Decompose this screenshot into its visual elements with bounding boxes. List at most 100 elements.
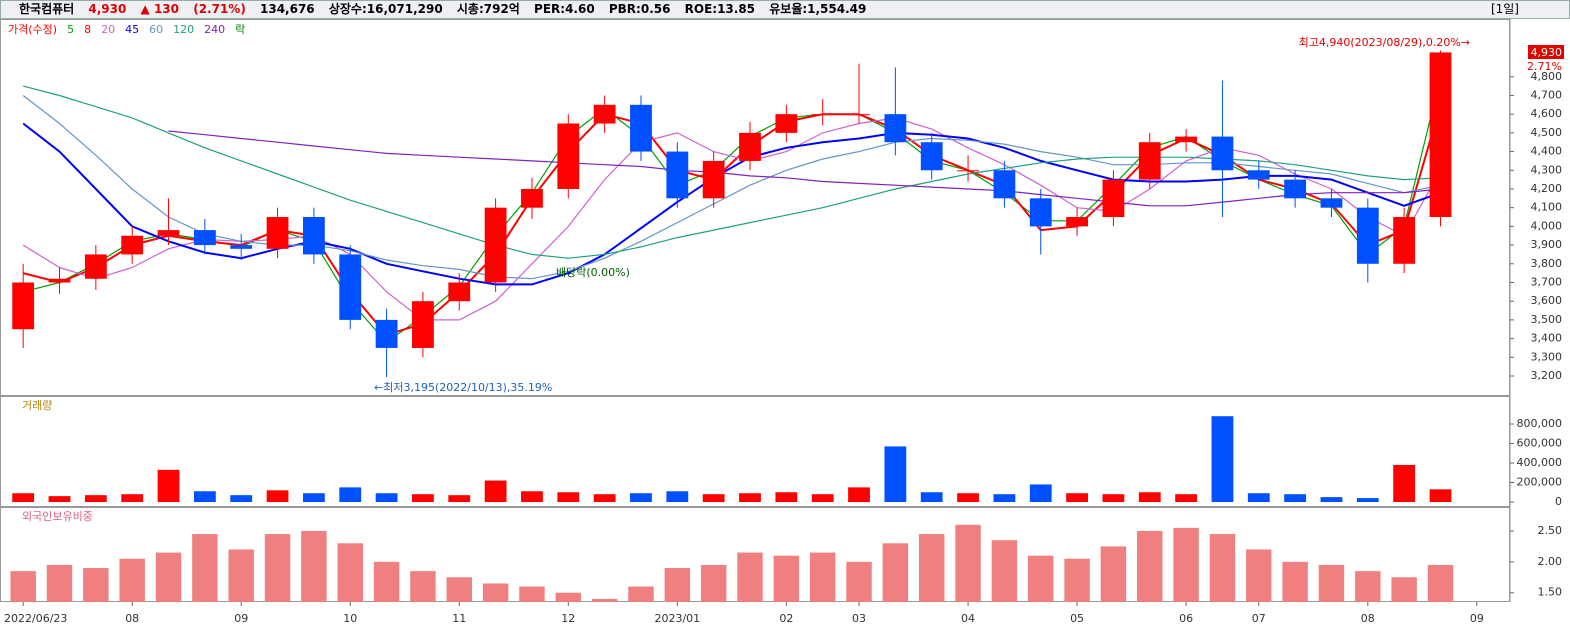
y-tick-label: 4,700 bbox=[1531, 88, 1563, 101]
volume-bar bbox=[1211, 416, 1234, 502]
foreign-bar bbox=[10, 571, 36, 602]
price: 4,930 bbox=[88, 2, 127, 16]
candle-body bbox=[1175, 136, 1197, 143]
foreign-bar bbox=[737, 552, 763, 602]
volume-bar bbox=[957, 493, 979, 502]
foreign-bar bbox=[446, 577, 472, 602]
stock-name: 한국컴퓨터 bbox=[19, 2, 75, 16]
volume-bar bbox=[811, 494, 834, 502]
volume-bar bbox=[1029, 484, 1052, 502]
x-tick-label: 10 bbox=[343, 612, 357, 625]
candle-body bbox=[375, 319, 398, 348]
volume-bar bbox=[1393, 464, 1416, 502]
candle-body bbox=[666, 151, 689, 199]
foreign-bar bbox=[664, 568, 691, 602]
foreign-bar bbox=[1355, 571, 1381, 602]
legend-entry: 8 bbox=[84, 23, 91, 36]
y-tick-label: 3,900 bbox=[1531, 238, 1563, 251]
volume-bar bbox=[157, 469, 180, 502]
foreign-bar bbox=[83, 568, 109, 602]
x-tick-label: 09 bbox=[234, 612, 248, 625]
stat: PBR:0.56 bbox=[608, 2, 671, 16]
foreign-bar bbox=[1391, 577, 1417, 602]
volume-bar bbox=[339, 487, 362, 502]
foreign-bar bbox=[301, 530, 327, 602]
foreign-bar bbox=[1137, 530, 1163, 602]
candle-body bbox=[48, 278, 71, 283]
volume-bar bbox=[1138, 492, 1161, 502]
volume-bar bbox=[1356, 498, 1379, 502]
candle-body bbox=[448, 282, 471, 302]
legend-entry: 락 bbox=[235, 23, 245, 36]
foreign-bar bbox=[1209, 534, 1236, 602]
candle-body bbox=[1393, 217, 1416, 264]
foreign-bar bbox=[119, 558, 145, 602]
volume-bar bbox=[375, 493, 398, 502]
legend-entry: 20 bbox=[101, 23, 115, 36]
volume-bar bbox=[993, 494, 1016, 502]
annotation: ←최저3,195(2022/10/13),35.19% bbox=[374, 381, 552, 394]
last-price-box bbox=[1528, 45, 1564, 59]
stat: 유보율:1,554.49 bbox=[769, 2, 867, 16]
candle-body bbox=[303, 217, 325, 255]
y-tick-label: 4,100 bbox=[1531, 201, 1563, 214]
x-tick-label: 2023/01 bbox=[654, 612, 700, 625]
candle-body bbox=[1284, 179, 1307, 199]
foreign-bar bbox=[519, 586, 545, 602]
x-tick-label: 11 bbox=[452, 612, 466, 625]
x-tick-label: 05 bbox=[1070, 612, 1084, 625]
y-tick-label: 4,400 bbox=[1531, 145, 1563, 158]
candle-body bbox=[1356, 207, 1379, 264]
candle-body bbox=[739, 132, 761, 161]
candle-body bbox=[1102, 179, 1125, 218]
foreign-bar bbox=[555, 592, 582, 602]
candle-body bbox=[1247, 170, 1270, 180]
foreign-bar bbox=[482, 583, 509, 602]
foreign-bar bbox=[264, 534, 291, 602]
candle-body bbox=[1138, 142, 1161, 180]
candle-body bbox=[266, 217, 289, 249]
foreign-bar bbox=[1246, 549, 1272, 602]
foreign-bar bbox=[228, 549, 254, 602]
volume: 134,676 bbox=[260, 2, 315, 16]
ma-line bbox=[22, 122, 1441, 286]
volume-bar bbox=[230, 495, 253, 502]
foreign-bar bbox=[955, 524, 981, 602]
y-tick-label: 3,300 bbox=[1531, 350, 1563, 363]
candle-body bbox=[593, 104, 616, 124]
y-tick-label: 4,200 bbox=[1531, 182, 1563, 195]
legend-entry: 60 bbox=[149, 23, 163, 36]
foreign-bar bbox=[337, 543, 363, 602]
candle-body bbox=[339, 254, 362, 320]
ma-line bbox=[22, 117, 1442, 321]
foreign-bar bbox=[1318, 564, 1345, 602]
candle-body bbox=[412, 301, 434, 348]
candle-body bbox=[957, 170, 979, 172]
stat: PER:4.60 bbox=[534, 2, 595, 16]
volume-bar bbox=[884, 446, 907, 502]
foreign-bar bbox=[846, 561, 872, 602]
volume-bar bbox=[1175, 494, 1197, 502]
candle-body bbox=[1029, 198, 1052, 227]
ma-line bbox=[22, 104, 1442, 337]
stat: 시총:792억 bbox=[456, 2, 520, 16]
y-tick-label: 4,600 bbox=[1531, 107, 1563, 120]
period-button[interactable]: [1일] bbox=[1490, 2, 1519, 16]
candle-body bbox=[884, 114, 907, 143]
stat: ROE:13.85 bbox=[684, 2, 756, 16]
foreign-bar bbox=[373, 561, 400, 602]
candle-body bbox=[811, 114, 834, 116]
legend-entry: 120 bbox=[173, 23, 194, 36]
candle-body bbox=[1066, 217, 1088, 227]
x-tick-label: 03 bbox=[852, 612, 866, 625]
y-tick-label: 600,000 bbox=[1517, 437, 1563, 450]
y-tick-label: 4,000 bbox=[1531, 219, 1563, 232]
volume-bar bbox=[193, 491, 216, 502]
volume-bar bbox=[775, 492, 798, 502]
price-panel bbox=[0, 19, 1510, 396]
last-pct: 2.71% bbox=[1527, 60, 1562, 73]
x-tick-label: 06 bbox=[1179, 612, 1193, 625]
y-tick-label: 3,800 bbox=[1531, 257, 1563, 270]
volume-bar bbox=[12, 493, 35, 502]
